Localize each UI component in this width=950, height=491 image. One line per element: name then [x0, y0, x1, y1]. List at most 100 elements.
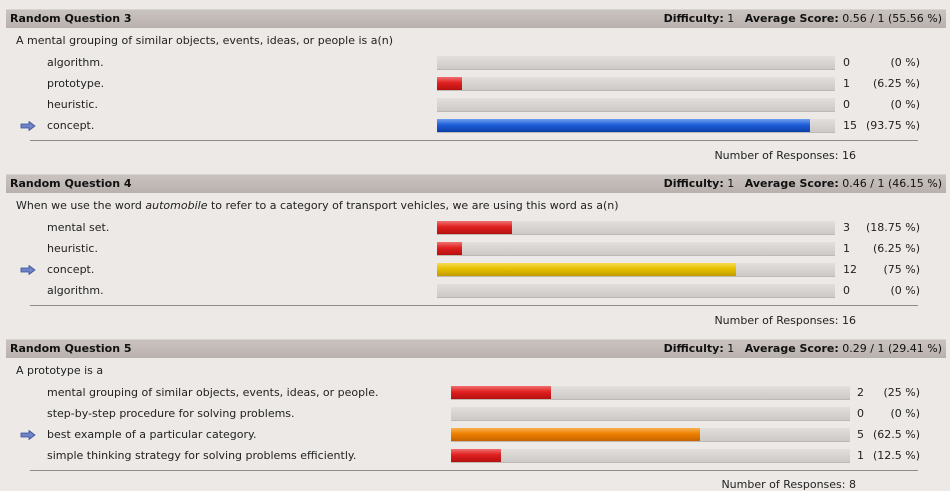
responses-label: Number of Responses: [714, 149, 839, 162]
question-text: When we use the word automobile to refer… [16, 199, 619, 212]
responses-value: 16 [842, 314, 856, 327]
average-score-value: 0.29 / 1 (29.41 %) [842, 342, 942, 355]
question-header: Random Question 5 Difficulty: 1 Average … [6, 339, 946, 358]
answer-row-correct: concept. 12 (75 %) [0, 260, 950, 280]
answer-label: simple thinking strategy for solving pro… [47, 449, 357, 462]
answer-bar-fill [437, 119, 810, 132]
divider [30, 470, 918, 471]
difficulty-value: 1 [727, 177, 735, 190]
answer-count: 3 [843, 221, 850, 234]
answer-bar-track [451, 386, 850, 400]
answer-count: 0 [843, 56, 850, 69]
difficulty-label: Difficulty: [663, 342, 724, 355]
answer-bar-fill [437, 77, 462, 90]
difficulty-label: Difficulty: [663, 12, 724, 25]
difficulty-value: 1 [727, 342, 735, 355]
answer-bar-fill [437, 221, 512, 234]
answer-count: 0 [843, 98, 850, 111]
responses-label: Number of Responses: [714, 314, 839, 327]
responses-value: 8 [849, 478, 856, 491]
answer-percent: (0 %) [890, 284, 920, 297]
answer-bar-track [451, 449, 850, 463]
answer-bar-track [437, 56, 835, 70]
answer-count: 0 [843, 284, 850, 297]
answer-label: concept. [47, 263, 95, 276]
responses-value: 16 [842, 149, 856, 162]
answer-label: best example of a particular category. [47, 428, 257, 441]
answer-row: mental set. 3 (18.75 %) [0, 218, 950, 238]
answer-row: heuristic. 0 (0 %) [0, 95, 950, 115]
answer-row: algorithm. 0 (0 %) [0, 281, 950, 301]
response-count: Number of Responses: 16 [714, 149, 856, 162]
answer-bar-track [437, 242, 835, 256]
answer-label: mental set. [47, 221, 110, 234]
question-stats: Difficulty: 1 Average Score: 0.29 / 1 (2… [664, 342, 942, 355]
answer-bar-fill [451, 449, 501, 462]
answer-count: 1 [843, 77, 850, 90]
answer-percent: (0 %) [890, 98, 920, 111]
average-score-label: Average Score: [744, 342, 839, 355]
answer-count: 12 [843, 263, 857, 276]
answer-percent: (18.75 %) [865, 221, 920, 234]
answer-row: algorithm. 0 (0 %) [0, 53, 950, 73]
answer-row: step-by-step procedure for solving probl… [0, 404, 950, 424]
question-text-emphasis: automobile [145, 199, 208, 212]
answer-percent: (12.5 %) [872, 449, 920, 462]
response-count: Number of Responses: 8 [721, 478, 856, 491]
answer-count: 1 [843, 242, 850, 255]
answer-row: mental grouping of similar objects, even… [0, 383, 950, 403]
answer-count: 2 [857, 386, 864, 399]
average-score-label: Average Score: [744, 177, 839, 190]
answer-row-correct: concept. 15 (93.75 %) [0, 116, 950, 136]
question-header: Random Question 3 Difficulty: 1 Average … [6, 9, 946, 28]
question-stats: Difficulty: 1 Average Score: 0.56 / 1 (5… [664, 12, 942, 25]
answer-bar-fill [437, 263, 736, 276]
answer-bar-track [437, 284, 835, 298]
answer-bar-fill [451, 386, 551, 399]
answer-label: prototype. [47, 77, 105, 90]
answer-percent: (0 %) [890, 56, 920, 69]
answer-row: prototype. 1 (6.25 %) [0, 74, 950, 94]
question-stats: Difficulty: 1 Average Score: 0.46 / 1 (4… [664, 177, 942, 190]
answer-label: algorithm. [47, 284, 104, 297]
question-text: A prototype is a [16, 364, 104, 377]
answer-label: concept. [47, 119, 95, 132]
answer-count: 15 [843, 119, 857, 132]
answer-label: heuristic. [47, 242, 98, 255]
answer-row: heuristic. 1 (6.25 %) [0, 239, 950, 259]
answer-bar-track [437, 221, 835, 235]
average-score-value: 0.46 / 1 (46.15 %) [842, 177, 942, 190]
answer-bar-track [437, 119, 835, 133]
answer-label: mental grouping of similar objects, even… [47, 386, 379, 399]
answer-row-correct: best example of a particular category. 5… [0, 425, 950, 445]
question-title: Random Question 5 [10, 342, 132, 355]
answer-count: 1 [857, 449, 864, 462]
answer-bar-track [451, 428, 850, 442]
question-title: Random Question 4 [10, 177, 132, 190]
answer-bar-track [437, 77, 835, 91]
answer-percent: (62.5 %) [872, 428, 920, 441]
answer-percent: (6.25 %) [872, 77, 920, 90]
answer-count: 0 [857, 407, 864, 420]
answer-count: 5 [857, 428, 864, 441]
answer-bar-fill [451, 428, 700, 441]
answer-bar-track [437, 98, 835, 112]
question-text-part: When we use the word [16, 199, 146, 212]
question-header: Random Question 4 Difficulty: 1 Average … [6, 174, 946, 193]
answer-percent: (6.25 %) [872, 242, 920, 255]
answer-label: algorithm. [47, 56, 104, 69]
answer-label: step-by-step procedure for solving probl… [47, 407, 295, 420]
average-score-value: 0.56 / 1 (55.56 %) [842, 12, 942, 25]
question-text: A mental grouping of similar objects, ev… [16, 34, 394, 47]
response-count: Number of Responses: 16 [714, 314, 856, 327]
answer-row: simple thinking strategy for solving pro… [0, 446, 950, 466]
difficulty-label: Difficulty: [663, 177, 724, 190]
answer-percent: (93.75 %) [865, 119, 920, 132]
answer-label: heuristic. [47, 98, 98, 111]
right-arrow-icon [20, 430, 36, 440]
divider [30, 305, 918, 306]
answer-percent: (25 %) [883, 386, 920, 399]
question-title: Random Question 3 [10, 12, 132, 25]
answer-percent: (0 %) [890, 407, 920, 420]
answer-bar-fill [437, 242, 462, 255]
